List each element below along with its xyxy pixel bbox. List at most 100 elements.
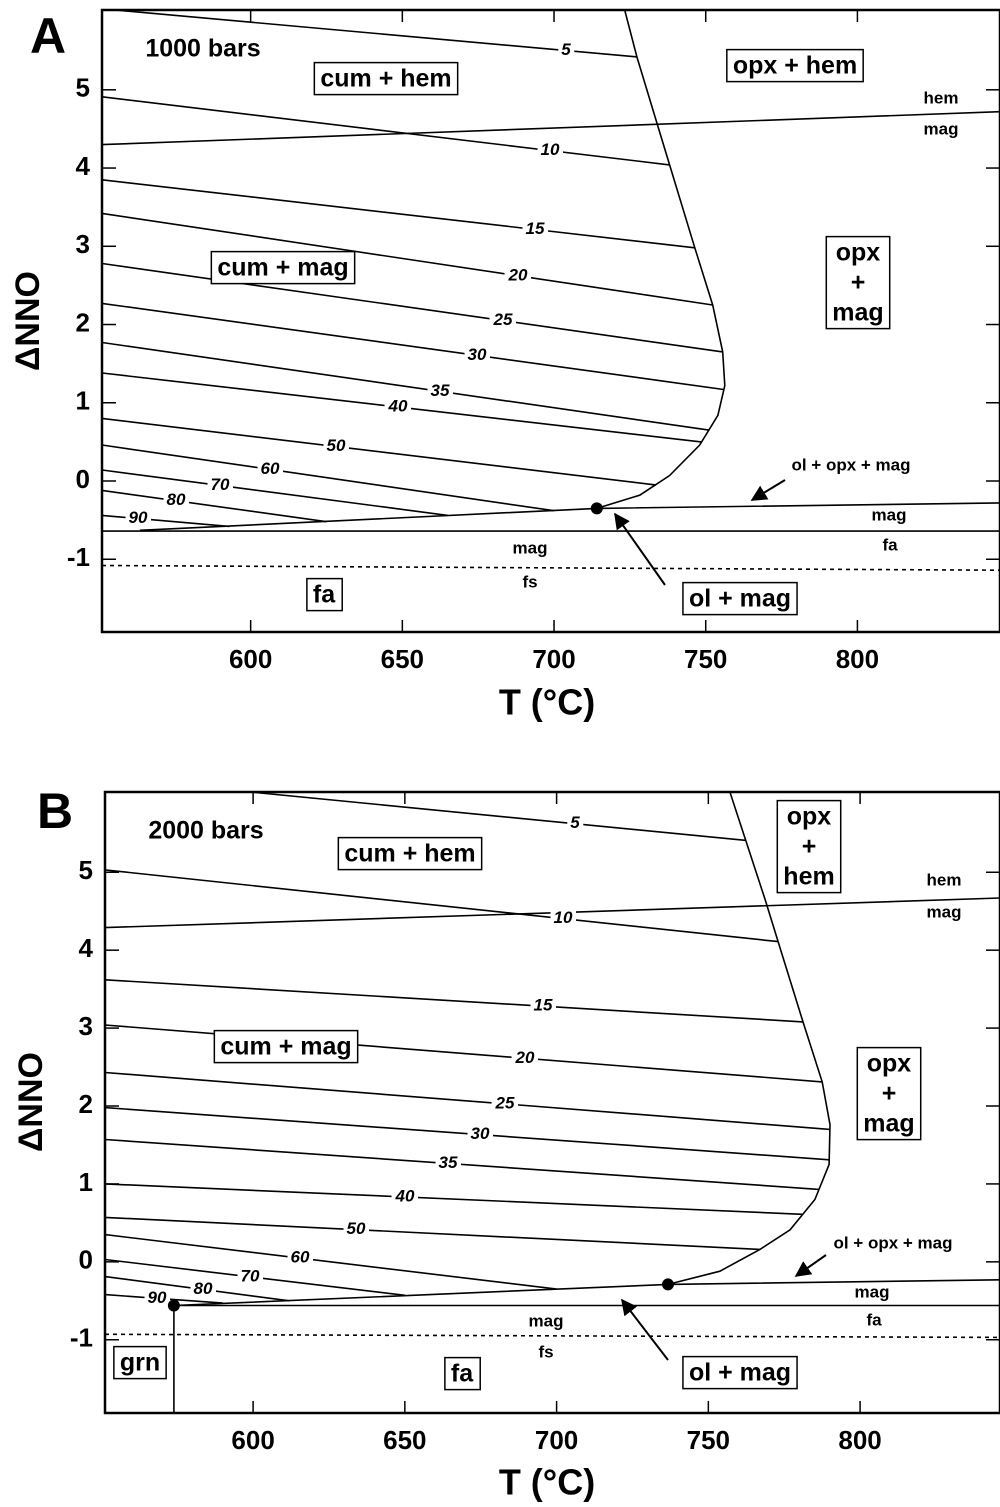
- boundary-label: mag: [872, 505, 907, 524]
- contour-label-bg: [530, 995, 556, 1015]
- pressure-label: 1000 bars: [145, 35, 260, 63]
- contour-label: 90: [129, 508, 148, 527]
- label-box: [113, 1345, 167, 1380]
- arrow: [614, 512, 666, 586]
- boundary-label: fa: [866, 1310, 882, 1329]
- panel-letter: A: [30, 8, 66, 64]
- triple-point: [590, 502, 603, 515]
- contour-label-bg: [163, 490, 189, 510]
- contour-label: 35: [439, 1153, 458, 1172]
- y-tick-label: 0: [76, 464, 90, 494]
- contour-label-bg: [257, 458, 283, 478]
- x-tick-label: 650: [381, 644, 424, 674]
- contour-label-bg: [511, 1047, 538, 1067]
- region-label: +: [882, 1080, 897, 1108]
- contour-label: 20: [508, 265, 528, 284]
- y-tick-label: 5: [79, 855, 93, 885]
- region-label: opx: [787, 803, 832, 831]
- y-tick-label: 5: [76, 73, 90, 103]
- contour-label: 20: [515, 1048, 535, 1067]
- contour-label: 70: [241, 1266, 260, 1285]
- contour-label-bg: [504, 265, 531, 285]
- region-label: +: [851, 269, 866, 297]
- contour-label: 25: [493, 310, 513, 329]
- contour-label-bg: [558, 40, 575, 60]
- boundary-label: fs: [522, 572, 537, 591]
- region-label: mag: [832, 299, 883, 327]
- region-label: opx: [836, 239, 881, 267]
- contour-label: 50: [327, 436, 346, 455]
- contour-label: 70: [211, 475, 230, 494]
- arrow: [750, 479, 786, 501]
- contour-label: 10: [541, 140, 560, 159]
- y-axis-label: ΔNNO: [12, 1052, 50, 1152]
- contour-line: [102, 302, 724, 391]
- y-tick-label: -1: [67, 542, 90, 572]
- contour-line: [105, 979, 804, 1023]
- phase-boundary: [102, 110, 1000, 146]
- contour-label-bg: [391, 1186, 418, 1206]
- contour-line: [102, 514, 230, 528]
- contour-line: [105, 1106, 830, 1161]
- contour-line: [102, 489, 327, 523]
- phase-boundary: [596, 10, 726, 510]
- pressure-label: 2000 bars: [148, 817, 263, 845]
- x-tick-label: 600: [231, 1425, 274, 1455]
- x-tick-label: 800: [836, 644, 879, 674]
- y-tick-label: 4: [79, 933, 94, 963]
- x-tick-label: 750: [687, 1425, 730, 1455]
- region-label: opx: [867, 1050, 912, 1078]
- region-label: grn: [120, 1349, 160, 1377]
- contour-label-bg: [384, 396, 411, 416]
- arrow: [794, 1254, 827, 1277]
- x-axis-label: T (°C): [499, 682, 595, 723]
- contour-label-bg: [287, 1247, 313, 1267]
- contour-label: 15: [534, 996, 553, 1015]
- contour-label: 5: [561, 40, 571, 59]
- contour-line: [105, 1233, 557, 1290]
- region-label: ol + mag: [689, 1359, 791, 1387]
- label-box: [444, 1356, 481, 1391]
- y-tick-label: 4: [76, 151, 91, 181]
- contour-label-bg: [144, 1287, 170, 1307]
- label-box: [213, 1029, 359, 1064]
- contour-label: 25: [495, 1093, 515, 1112]
- y-tick-label: 2: [79, 1089, 93, 1119]
- contour-line: [102, 262, 723, 353]
- contour-label-bg: [323, 436, 349, 456]
- contour-label: 30: [471, 1124, 490, 1143]
- contour-line: [114, 10, 637, 58]
- contour-line: [102, 212, 713, 306]
- lines: [105, 792, 1000, 1413]
- x-tick-label: 700: [532, 644, 575, 674]
- contour-label-bg: [343, 1219, 369, 1239]
- triple-point: [167, 1299, 180, 1312]
- region-label: hem: [783, 863, 834, 891]
- contour-label: 60: [261, 459, 280, 478]
- contour-line: [102, 96, 670, 166]
- contour-label: 35: [431, 381, 450, 400]
- contour-line: [102, 469, 449, 517]
- contour-label: 60: [291, 1248, 310, 1267]
- contour-label-bg: [467, 1124, 493, 1144]
- boundary-label: fa: [882, 535, 898, 554]
- contour-line: [102, 417, 656, 486]
- contour-line: [105, 869, 779, 943]
- label-box: [306, 577, 343, 612]
- contour-label-bg: [522, 218, 548, 238]
- boundary-label: mag: [927, 902, 962, 921]
- contour-label-bg: [427, 380, 453, 400]
- contour-line: [105, 1138, 820, 1191]
- region-label: mag: [863, 1110, 914, 1138]
- label-box: [313, 61, 459, 96]
- contour-label-bg: [550, 908, 576, 928]
- contour-label-bg: [537, 140, 563, 160]
- boundary-label: fs: [538, 1342, 553, 1361]
- contour-line: [105, 1216, 760, 1251]
- boundary-label: mag: [529, 1311, 564, 1330]
- label-box: [776, 799, 842, 894]
- contour-label: 50: [347, 1219, 366, 1238]
